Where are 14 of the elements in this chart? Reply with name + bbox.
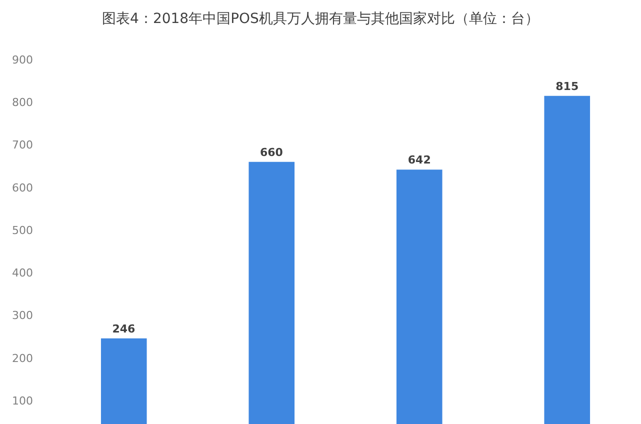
- y-tick-label: 200: [12, 352, 33, 365]
- y-tick-label: 600: [12, 181, 33, 194]
- y-tick-label: 900: [12, 54, 33, 67]
- data-label: 246: [112, 322, 136, 336]
- y-tick-label: 400: [12, 266, 33, 280]
- y-tick-label: 700: [12, 138, 33, 152]
- data-label: 642: [408, 154, 431, 167]
- y-tick-label: 100: [12, 394, 33, 408]
- data-label: 815: [556, 80, 579, 93]
- y-tick-label: 800: [12, 96, 33, 110]
- data-label: 660: [260, 146, 284, 159]
- y-tick-label: 500: [12, 224, 33, 237]
- text: 图表4：2018年中国POS机具万人拥有量与其他国家对比（单位：台）: [102, 10, 539, 27]
- y-tick-label: 300: [12, 309, 33, 322]
